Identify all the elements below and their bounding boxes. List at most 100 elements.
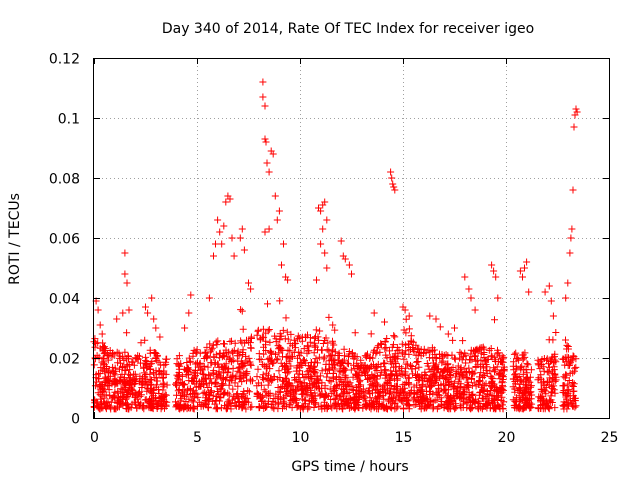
data-point [328,390,336,398]
data-point [282,314,290,322]
data-point [204,363,212,371]
data-point [259,325,267,333]
data-point [277,359,285,367]
data-point [334,352,342,359]
data-point [346,379,354,387]
data-point [400,404,407,412]
data-point [225,348,233,356]
data-point [240,387,248,395]
data-point [199,402,207,410]
data-point [390,183,398,191]
data-point [152,354,160,362]
data-point [465,285,473,293]
data-point [564,279,572,287]
data-point [209,341,217,349]
data-point [408,344,416,351]
data-point [267,347,275,355]
data-point [237,337,245,345]
data-point [345,360,352,368]
data-point [423,360,431,367]
data-point [102,405,110,413]
data-point [573,108,581,116]
data-point [303,349,311,357]
data-point [469,370,477,378]
data-point [390,389,398,397]
data-point [219,369,227,377]
data-point [493,350,501,358]
data-point [526,389,534,397]
data-point [376,371,384,379]
data-point [466,356,474,364]
data-point [500,353,508,361]
data-point [495,388,503,396]
data-point [373,375,381,383]
data-point [440,375,448,382]
data-point [391,367,399,375]
data-point [213,374,221,382]
data-point [268,356,276,364]
data-point [131,370,139,378]
data-point [185,377,193,385]
data-point [491,356,499,364]
data-point [238,225,246,233]
x-tick-label: 0 [90,430,99,446]
data-point [224,404,231,412]
data-point [487,345,495,352]
data-point [496,386,504,394]
data-point [498,393,506,401]
data-point [94,306,102,314]
data-point [551,371,559,379]
data-point [274,355,282,363]
data-point [318,367,326,375]
data-point [462,369,470,377]
data-point [423,395,431,403]
data-point [174,374,182,382]
data-point [182,403,189,411]
data-point [259,374,266,382]
data-point [101,400,109,408]
data-point [562,358,570,366]
x-tick-label: 5 [193,430,202,446]
data-point [376,348,384,356]
data-point [535,393,543,401]
data-point [337,396,345,404]
data-point [552,329,560,336]
data-point [402,315,410,323]
data-point [303,342,311,350]
data-point [259,361,267,368]
data-point [320,392,328,400]
data-point [527,388,535,396]
data-point [146,360,154,368]
data-point [213,404,221,412]
data-point [234,347,242,355]
data-point [323,264,331,272]
data-point [290,348,298,356]
data-point [277,383,285,391]
data-point [546,358,554,365]
data-point [467,405,475,413]
data-point [222,376,229,384]
data-point [287,362,295,370]
data-point [381,345,389,353]
data-point [370,309,378,317]
data-point [275,343,283,351]
data-point [243,370,251,378]
data-point [266,338,274,346]
data-point [246,339,254,347]
data-point [96,321,104,329]
data-point [226,354,234,362]
data-point [257,381,265,389]
data-point [485,346,493,354]
data-point [123,329,131,337]
data-point [496,405,504,413]
data-point [254,391,262,399]
data-point [413,370,421,378]
data-point [185,354,193,362]
data-point [415,363,423,371]
data-point [185,395,193,403]
data-point [272,350,279,358]
data-point [345,261,353,269]
data-point [524,361,532,369]
data-point [296,378,304,386]
data-point [220,340,227,348]
